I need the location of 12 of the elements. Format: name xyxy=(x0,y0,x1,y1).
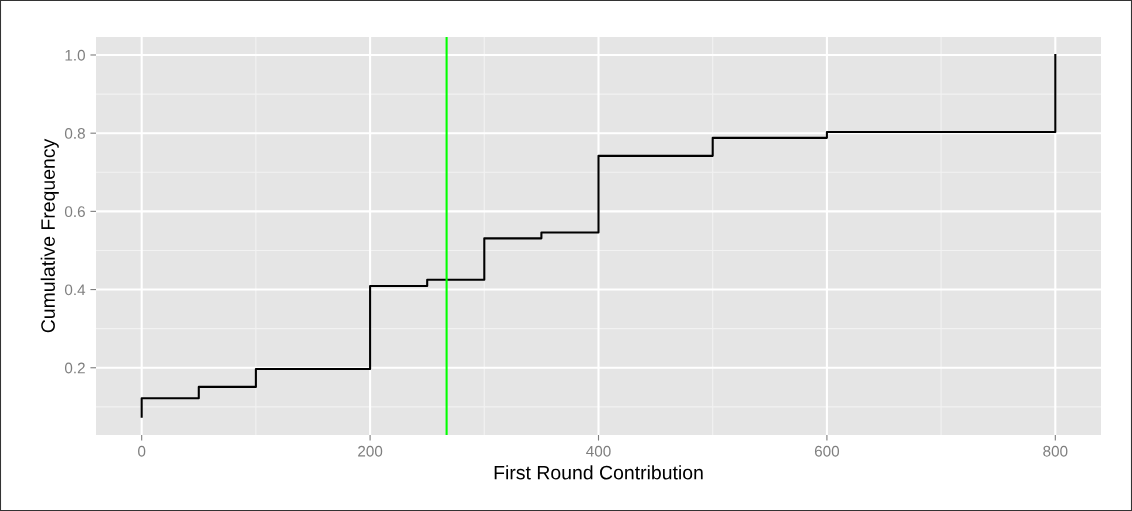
x-tick-label: 800 xyxy=(1043,445,1068,457)
y-tick-label: 0.2 xyxy=(64,362,85,374)
x-tick-label: 400 xyxy=(586,445,611,457)
y-tick-label: 0.8 xyxy=(64,128,85,139)
x-tick-label: 600 xyxy=(814,445,840,457)
y-tick-label: 0.6 xyxy=(64,206,85,218)
y-tick-label: 1.0 xyxy=(65,49,85,61)
x-tick-label: 200 xyxy=(358,445,383,457)
y-axis-title: Cumulative Frequency xyxy=(40,138,59,333)
x-tick-label: 0 xyxy=(138,445,146,457)
y-tick-label: 0.4 xyxy=(64,284,86,296)
x-axis-title: First Round Contribution xyxy=(494,465,703,480)
